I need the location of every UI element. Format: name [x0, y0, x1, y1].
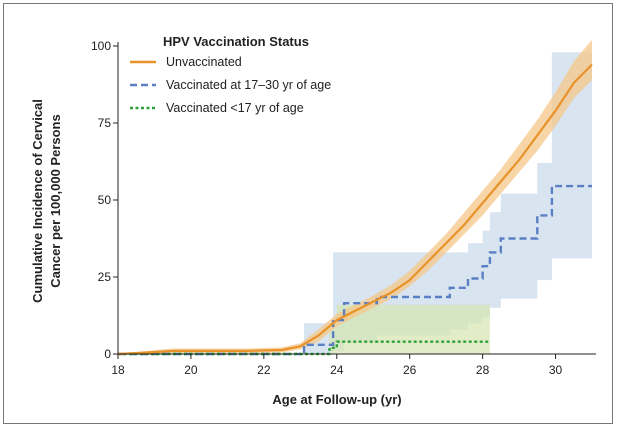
x-tick-label: 24 — [330, 363, 344, 377]
y-tick-label: 25 — [98, 270, 112, 284]
x-tick-label: 22 — [257, 363, 271, 377]
legend-title: HPV Vaccination Status — [163, 34, 309, 49]
x-tick-label: 20 — [184, 363, 198, 377]
y-tick-label: 0 — [104, 347, 111, 361]
axes: 0 25 50 75 100 18 20 22 24 26 28 30 — [91, 39, 596, 377]
confidence-band-2 — [118, 304, 490, 354]
y-tick-label: 50 — [98, 193, 112, 207]
x-tick-label: 26 — [403, 363, 417, 377]
y-axis-title-line1: Cumulative Incidence of Cervical — [30, 99, 45, 303]
x-axis-title: Age at Follow-up (yr) — [272, 392, 401, 407]
x-tick-label: 28 — [476, 363, 490, 377]
legend-label-1: Vaccinated at 17–30 yr of age — [166, 78, 331, 92]
legend-label-0: Unvaccinated — [166, 55, 242, 69]
x-tick-label: 30 — [549, 363, 563, 377]
axis-titles: Age at Follow-up (yr) Cumulative Inciden… — [30, 99, 402, 407]
confidence-band-0 — [118, 39, 592, 355]
y-axis-title-line2: Cancer per 100,000 Persons — [48, 114, 63, 287]
y-tick-label: 100 — [91, 39, 111, 53]
legend: HPV Vaccination Status Unvaccinated Vaccin… — [130, 34, 331, 115]
legend-label-2: Vaccinated <17 yr of age — [166, 101, 304, 115]
series-line-0 — [117, 63, 593, 356]
x-tick-label: 18 — [111, 363, 125, 377]
cumulative-incidence-chart: 0 25 50 75 100 18 20 22 24 26 28 30 HPV Vaccination… — [30, 34, 596, 407]
series-line-1 — [118, 184, 592, 356]
y-tick-label: 75 — [98, 116, 112, 130]
chart-frame: 0 25 50 75 100 18 20 22 24 26 28 30 HPV Vaccination… — [3, 3, 613, 424]
